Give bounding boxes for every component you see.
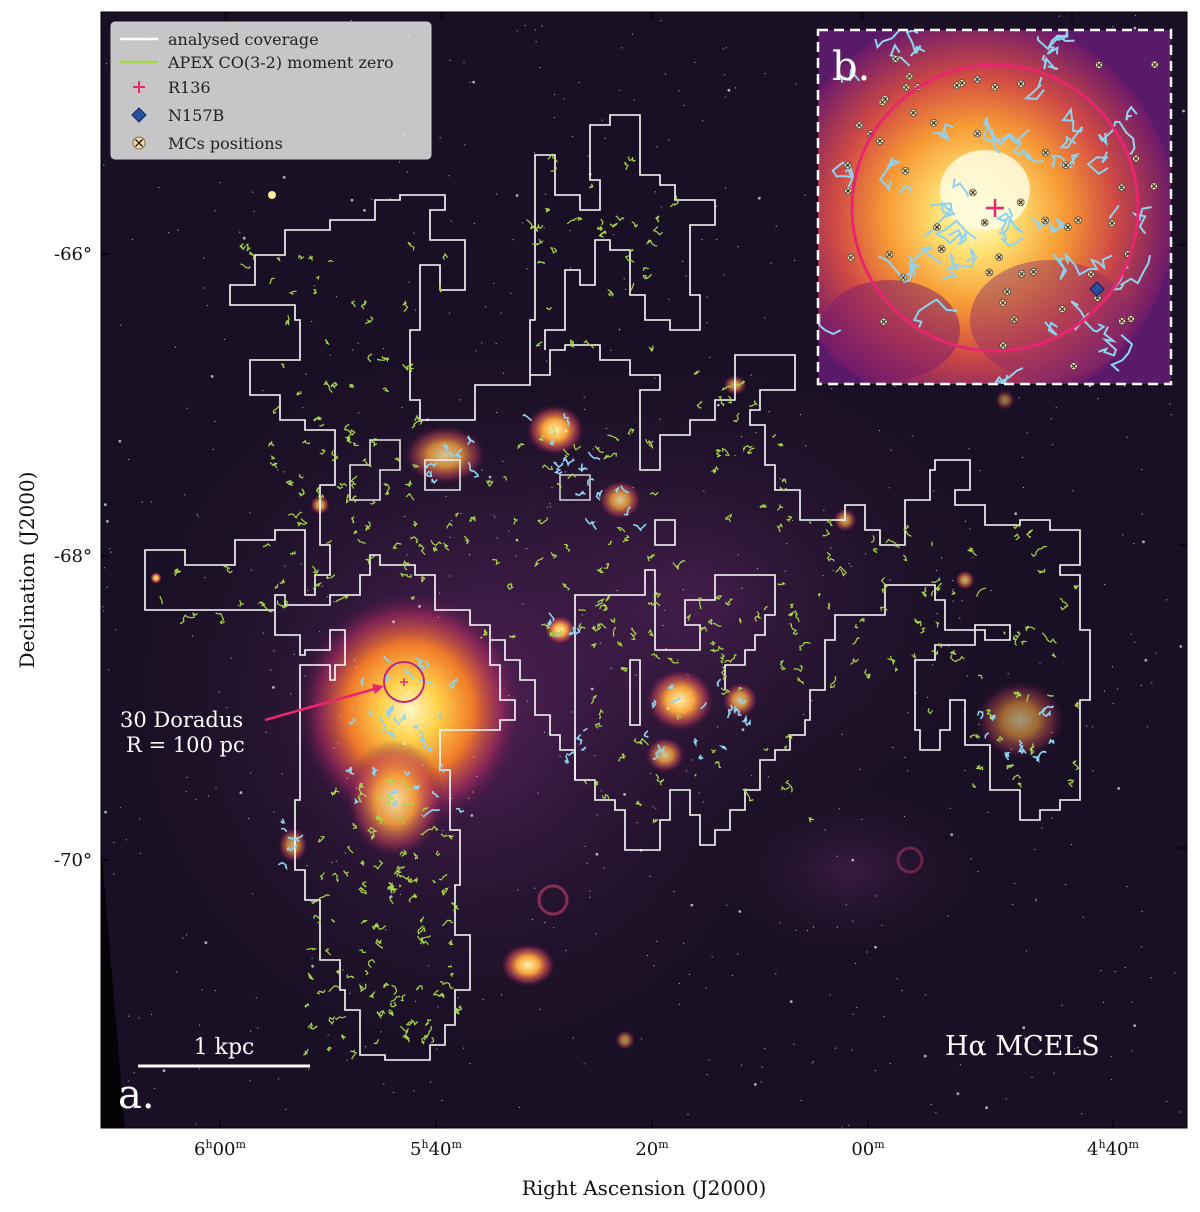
mc-position-marker [1095, 61, 1103, 69]
legend-item-co: APEX CO(3-2) moment zero [167, 53, 394, 72]
x-axis-label: Right Ascension (J2000) [522, 1176, 767, 1200]
panel-a-label: a. [118, 1072, 155, 1118]
svg-text:6h00m: 6h00m [194, 1138, 246, 1160]
mc-position-marker [909, 108, 918, 117]
mc-position-marker [1150, 182, 1158, 191]
mc-position-marker [998, 298, 1007, 307]
mc-position-marker [973, 129, 982, 138]
legend-item-coverage: analysed coverage [168, 30, 319, 49]
inset-cyan-contours [818, 30, 1152, 384]
legend-item-r136: R136 [168, 78, 211, 97]
mc-position-marker [1069, 362, 1078, 370]
mc-position-marker [980, 218, 989, 227]
inset-n157b-marker [1089, 281, 1105, 297]
cyan-contours [277, 412, 1055, 871]
mcs-legend-icon [132, 136, 146, 150]
mc-position-marker [952, 81, 961, 90]
y-tick-label: -70° [54, 850, 92, 871]
y-tick-label: -68° [54, 546, 92, 567]
mc-position-marker [1003, 287, 1012, 296]
mc-position-marker [879, 317, 888, 326]
r136-marker [400, 678, 408, 686]
inset-mcs-markers [843, 55, 1159, 370]
legend-item-mcs: MCs positions [168, 134, 283, 153]
mc-position-marker [1108, 219, 1116, 227]
mc-position-marker [1016, 198, 1025, 207]
mc-position-marker [1017, 79, 1025, 88]
mc-position-marker [1017, 270, 1026, 278]
scalebar-label: 1 kpc [194, 1035, 255, 1060]
y-axis-label: Declination (J2000) [15, 472, 39, 669]
mc-position-marker [902, 83, 911, 92]
panel-b-label: b. [832, 44, 870, 90]
inset-r136-marker [986, 199, 1004, 217]
mc-position-marker [855, 121, 864, 130]
mc-position-marker [937, 245, 946, 253]
coverage-outline [144, 114, 1091, 1061]
mc-position-marker [901, 167, 910, 175]
inset-panel: b. [816, 28, 1173, 386]
legend: analysed coverage APEX CO(3-2) moment ze… [110, 21, 432, 160]
mc-position-marker [905, 72, 914, 81]
mc-position-marker [876, 137, 884, 145]
mc-position-marker [1117, 183, 1126, 192]
mc-position-marker [1029, 268, 1038, 276]
svg-text:00m: 00m [851, 1138, 885, 1160]
co-contours [159, 153, 1080, 1060]
mc-position-marker [1041, 148, 1050, 157]
mc-position-marker [878, 98, 887, 106]
mc-position-marker [1127, 315, 1135, 323]
mc-position-marker [846, 253, 855, 262]
mc-position-marker [1087, 270, 1095, 279]
mc-position-marker [1150, 60, 1159, 69]
mc-position-marker [1074, 216, 1083, 225]
mc-position-marker [929, 119, 938, 127]
mc-position-marker [973, 75, 982, 84]
mc-position-marker [995, 253, 1003, 262]
tick-marks [101, 12, 1187, 1128]
svg-text:5h40m: 5h40m [410, 1138, 462, 1160]
mc-position-marker [885, 250, 894, 259]
mc-position-marker [991, 83, 999, 91]
mc-position-marker [968, 188, 977, 197]
annotation-line2: R = 100 pc [126, 733, 245, 757]
inset-radius-circle [850, 63, 1140, 353]
doradus-arrow [264, 684, 384, 722]
image-label: Hα MCELS [945, 1031, 1100, 1062]
mc-position-marker [1058, 305, 1066, 313]
mc-position-marker [1064, 223, 1072, 231]
main-panel-frame [100, 11, 1188, 1129]
mc-position-marker [933, 223, 941, 231]
mc-position-marker [1118, 317, 1126, 326]
mc-position-marker [1010, 315, 1019, 324]
x-tick-labels: 6h00m 5h40m 20m 00m 4h40m [194, 1138, 1139, 1160]
mc-position-marker [844, 187, 852, 195]
y-tick-label: -66° [54, 244, 92, 265]
mc-position-marker [985, 268, 994, 277]
mc-position-marker [1062, 161, 1070, 169]
svg-text:20m: 20m [635, 1138, 669, 1160]
mc-position-marker [843, 161, 852, 170]
mc-position-marker [899, 273, 908, 282]
legend-item-n157b: N157B [168, 106, 224, 125]
mc-position-marker [891, 55, 900, 63]
mc-position-marker [1041, 216, 1050, 225]
annotation-line1: 30 Doradus [120, 708, 243, 732]
mc-position-marker [999, 341, 1008, 350]
svg-text:4h40m: 4h40m [1087, 1138, 1139, 1160]
mc-position-marker [1132, 154, 1140, 163]
